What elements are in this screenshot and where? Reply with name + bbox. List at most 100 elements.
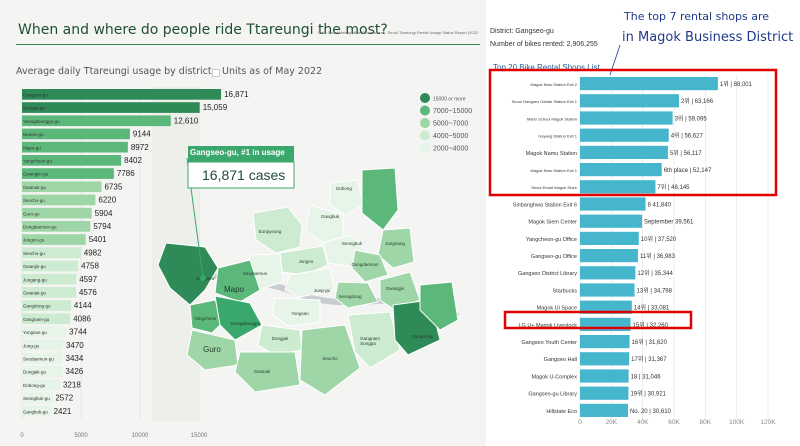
shop-value-label: 8 41,840 <box>648 202 672 208</box>
district-tick-label: 5000 <box>74 433 88 439</box>
map-seongdong <box>334 281 379 309</box>
page-title: When and where do people ride Ttareungi … <box>18 22 388 38</box>
map-legend-label: 7000~15000 <box>433 108 472 115</box>
district-bar <box>22 168 114 179</box>
district-category-label: Yangcheon-gu <box>23 159 52 164</box>
map-district-label: Yangcheon <box>194 316 217 321</box>
shop-category-label: Magok Naru Station Exit 2 <box>531 82 578 87</box>
district-category-label: Gwangjin-gu <box>23 172 49 177</box>
map-district-label: Yeongdeungpo <box>230 321 261 326</box>
shop-category-label: Magok Siem Center <box>528 220 577 226</box>
district-value-label: 5794 <box>93 222 111 231</box>
district-bar-chart: 0 5000 10000 15000 Gangseo-gu 16,871 Songpa-gu… <box>20 87 249 439</box>
shop-bar <box>580 266 636 280</box>
shop-value-label: 7위 | 48,145 <box>657 183 690 191</box>
shop-bar <box>580 94 679 108</box>
units-checkbox <box>212 69 220 77</box>
map-district-label: Gwanak <box>254 369 271 374</box>
district-value-label: 16,871 <box>224 90 249 99</box>
shop-bar <box>580 369 629 383</box>
district-bar <box>22 353 63 364</box>
district-bar <box>22 102 200 113</box>
district-value-label: 3434 <box>66 354 84 363</box>
district-label: District: Gangseo-gu <box>490 28 554 35</box>
shop-value-label: 11위 | 36,983 <box>640 252 676 260</box>
shop-bar <box>580 180 656 194</box>
map-district-label: Gangbuk <box>321 214 340 219</box>
shop-tick-label: 60K <box>668 419 680 426</box>
shop-value-label: September 39,561 <box>644 220 694 226</box>
district-value-label: 4576 <box>79 288 97 297</box>
map-district-label: Jung-gu <box>314 288 331 293</box>
map-district-label: Mapo <box>224 285 245 294</box>
map-gangseo <box>157 242 219 306</box>
district-category-label: Gwanak-gu <box>23 291 47 296</box>
district-category-label: Dongjak-gu <box>23 370 47 375</box>
shop-value-label: 1위 | 88,001 <box>720 80 753 88</box>
district-category-label: Guro-gu <box>23 211 40 216</box>
shop-value-label: 14위 | 33,081 <box>634 304 670 312</box>
district-bar <box>22 326 67 338</box>
district-value-label: 7786 <box>117 169 135 178</box>
shop-tick-label: 80K <box>700 419 712 426</box>
map-legend-label: 5000~7000 <box>433 121 468 128</box>
shop-category-label: Gangseo-gu Office <box>531 254 577 260</box>
shop-category-label: Gangseo Youth Center <box>521 340 577 346</box>
district-bar <box>22 405 51 417</box>
map-legend-label: 2000~4000 <box>433 146 468 153</box>
shop-bar <box>580 214 642 228</box>
callout-title: Gangseo-gu, #1 in usage <box>190 148 285 157</box>
map-district-label: Seodaemun <box>243 271 268 276</box>
map-yangcheon <box>189 299 226 334</box>
district-tick-label: 10000 <box>132 433 149 439</box>
shop-value-label: 5위 | 56,117 <box>670 149 702 157</box>
map-mapo <box>214 259 261 303</box>
shop-category-label: Magok Namu Station <box>526 151 577 157</box>
district-value-label: 4144 <box>74 301 92 310</box>
district-bar <box>22 313 71 325</box>
map-district-label: Seongbuk <box>342 241 363 246</box>
district-value-label: 5401 <box>89 235 107 244</box>
shop-bar <box>580 352 630 366</box>
map-eunpyeong <box>252 206 303 254</box>
shop-tick-label: 0 <box>578 419 582 426</box>
district-value-label: 4758 <box>81 262 99 271</box>
map-jungnang <box>377 227 415 269</box>
map-seocho <box>299 324 361 396</box>
map-district-label: Seongdong <box>338 294 362 299</box>
district-bar <box>22 155 122 166</box>
map-legend-swatch <box>420 130 430 141</box>
shop-category-label: Maho School Magok Station <box>527 116 577 121</box>
district-category-label: Seocho-gu <box>23 251 45 256</box>
district-category-label: Seodaemun-gu <box>23 357 54 362</box>
district-value-label: 8972 <box>131 143 149 152</box>
map-district-label: Jungnang <box>385 241 405 246</box>
shop-value-label: 16위 | 31,620 <box>632 338 668 346</box>
map-nowon <box>361 167 399 231</box>
shop-category-label: Yangcheon-gu Office <box>526 237 577 243</box>
shop-bar <box>580 197 646 211</box>
district-value-label: 4597 <box>79 275 97 284</box>
map-dongdaemun <box>351 249 389 283</box>
map-district-label: Seocho <box>322 356 338 361</box>
shop-category-label: Magok U-Complex <box>531 374 577 380</box>
callout <box>186 146 295 281</box>
chart-subtitle: Average daily Ttareungi usage by distric… <box>16 66 212 77</box>
map-yongsan <box>271 297 321 327</box>
shop-category-label: Gangseo Hall <box>544 357 577 363</box>
map-district-label: Eunpyeong <box>259 229 282 234</box>
shop-bar-chart: 0 20K 40K 60K 80K 100K 120K Magok Naru Station … <box>512 75 776 426</box>
map-district-label: Guro <box>203 345 221 354</box>
district-category-label: Gangnam-gu <box>23 317 50 322</box>
highlight-top7-box <box>488 68 778 197</box>
shop-category-label: Seoul Gangseo Gahae Station Exit 1 <box>512 99 578 104</box>
shop-bar <box>580 386 629 400</box>
shop-value-label: 13위 | 34,798 <box>637 286 673 294</box>
district-category-label: Dobong-gu <box>23 383 46 388</box>
map-district-label: Songpa <box>360 341 376 346</box>
shop-category-label: Magok Naru Station Exit 1 <box>531 168 578 173</box>
units-note: Units as of May 2022 <box>222 66 323 77</box>
district-bar <box>22 287 76 298</box>
shop-category-label: Magok Ui Space <box>537 306 577 312</box>
list-title: Top 20 Bike Rental Shops List <box>493 63 600 72</box>
